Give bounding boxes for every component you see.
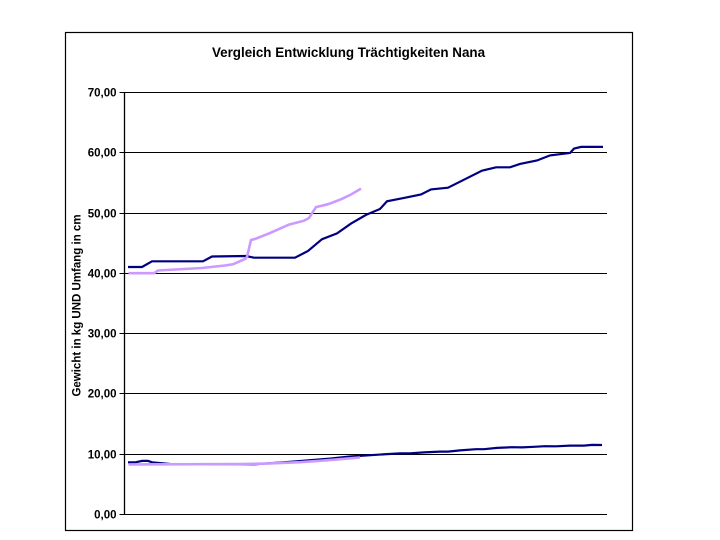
svg-text:60,00: 60,00 (88, 148, 117, 160)
svg-text:Vergleich Entwicklung Trächtig: Vergleich Entwicklung Trächtigkeiten Nan… (212, 45, 486, 60)
svg-text:40,00: 40,00 (88, 269, 117, 281)
svg-text:Gewicht in kg UND Umfang in cm: Gewicht in kg UND Umfang in cm (72, 214, 84, 396)
svg-text:50,00: 50,00 (88, 209, 117, 221)
svg-text:30,00: 30,00 (88, 329, 117, 341)
svg-text:70,00: 70,00 (88, 88, 117, 100)
svg-text:0,00: 0,00 (94, 510, 116, 522)
svg-text:10,00: 10,00 (88, 450, 117, 462)
svg-text:20,00: 20,00 (88, 389, 117, 401)
